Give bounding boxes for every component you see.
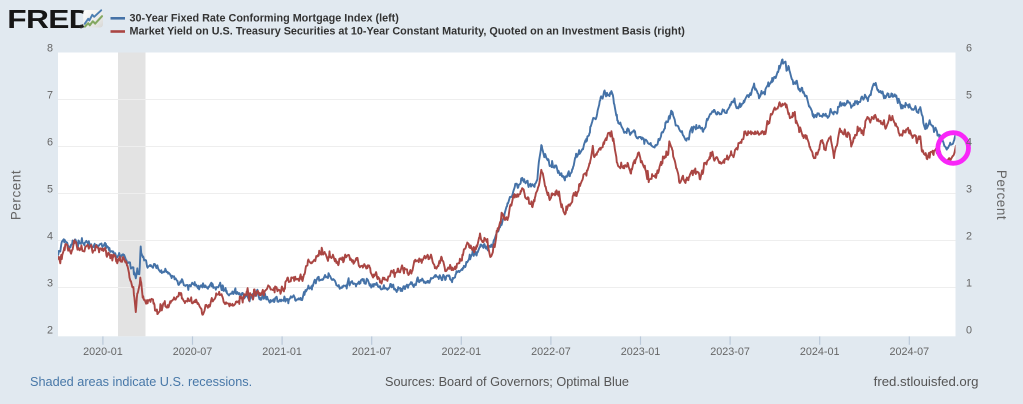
svg-text:2020-01: 2020-01 bbox=[83, 346, 123, 358]
svg-text:Shaded areas indicate U.S. rec: Shaded areas indicate U.S. recessions. bbox=[30, 375, 252, 389]
svg-text:2020-07: 2020-07 bbox=[173, 346, 213, 358]
svg-text:30-Year Fixed Rate Conforming: 30-Year Fixed Rate Conforming Mortgage I… bbox=[130, 12, 400, 24]
svg-text:7: 7 bbox=[47, 90, 53, 102]
svg-text:®: ® bbox=[79, 24, 83, 31]
svg-text:2: 2 bbox=[966, 231, 972, 243]
svg-text:2023-07: 2023-07 bbox=[710, 346, 750, 358]
svg-text:2024-07: 2024-07 bbox=[889, 346, 929, 358]
svg-text:2021-07: 2021-07 bbox=[352, 346, 392, 358]
svg-text:4: 4 bbox=[47, 231, 53, 243]
svg-text:2021-01: 2021-01 bbox=[262, 346, 302, 358]
svg-text:6: 6 bbox=[966, 43, 972, 55]
svg-text:2022-07: 2022-07 bbox=[531, 346, 571, 358]
svg-text:Percent: Percent bbox=[994, 170, 1009, 220]
svg-text:5: 5 bbox=[966, 90, 972, 102]
svg-text:2: 2 bbox=[47, 325, 53, 337]
svg-text:2024-01: 2024-01 bbox=[800, 346, 840, 358]
svg-text:2022-01: 2022-01 bbox=[441, 346, 481, 358]
svg-text:Percent: Percent bbox=[8, 170, 23, 220]
svg-text:8: 8 bbox=[47, 43, 53, 55]
svg-text:3: 3 bbox=[47, 278, 53, 290]
svg-text:fred.stlouisfed.org: fred.stlouisfed.org bbox=[874, 374, 979, 389]
svg-text:1: 1 bbox=[966, 278, 972, 290]
svg-text:Market Yield on U.S. Treasury: Market Yield on U.S. Treasury Securities… bbox=[130, 26, 686, 38]
svg-text:2023-01: 2023-01 bbox=[621, 346, 661, 358]
svg-text:4: 4 bbox=[966, 137, 972, 149]
svg-text:5: 5 bbox=[47, 184, 53, 196]
svg-text:6: 6 bbox=[47, 137, 53, 149]
svg-text:FRED: FRED bbox=[7, 6, 91, 35]
svg-text:3: 3 bbox=[966, 184, 972, 196]
svg-text:0: 0 bbox=[966, 325, 972, 337]
svg-text:Sources: Board of Governors; O: Sources: Board of Governors; Optimal Blu… bbox=[385, 375, 629, 389]
